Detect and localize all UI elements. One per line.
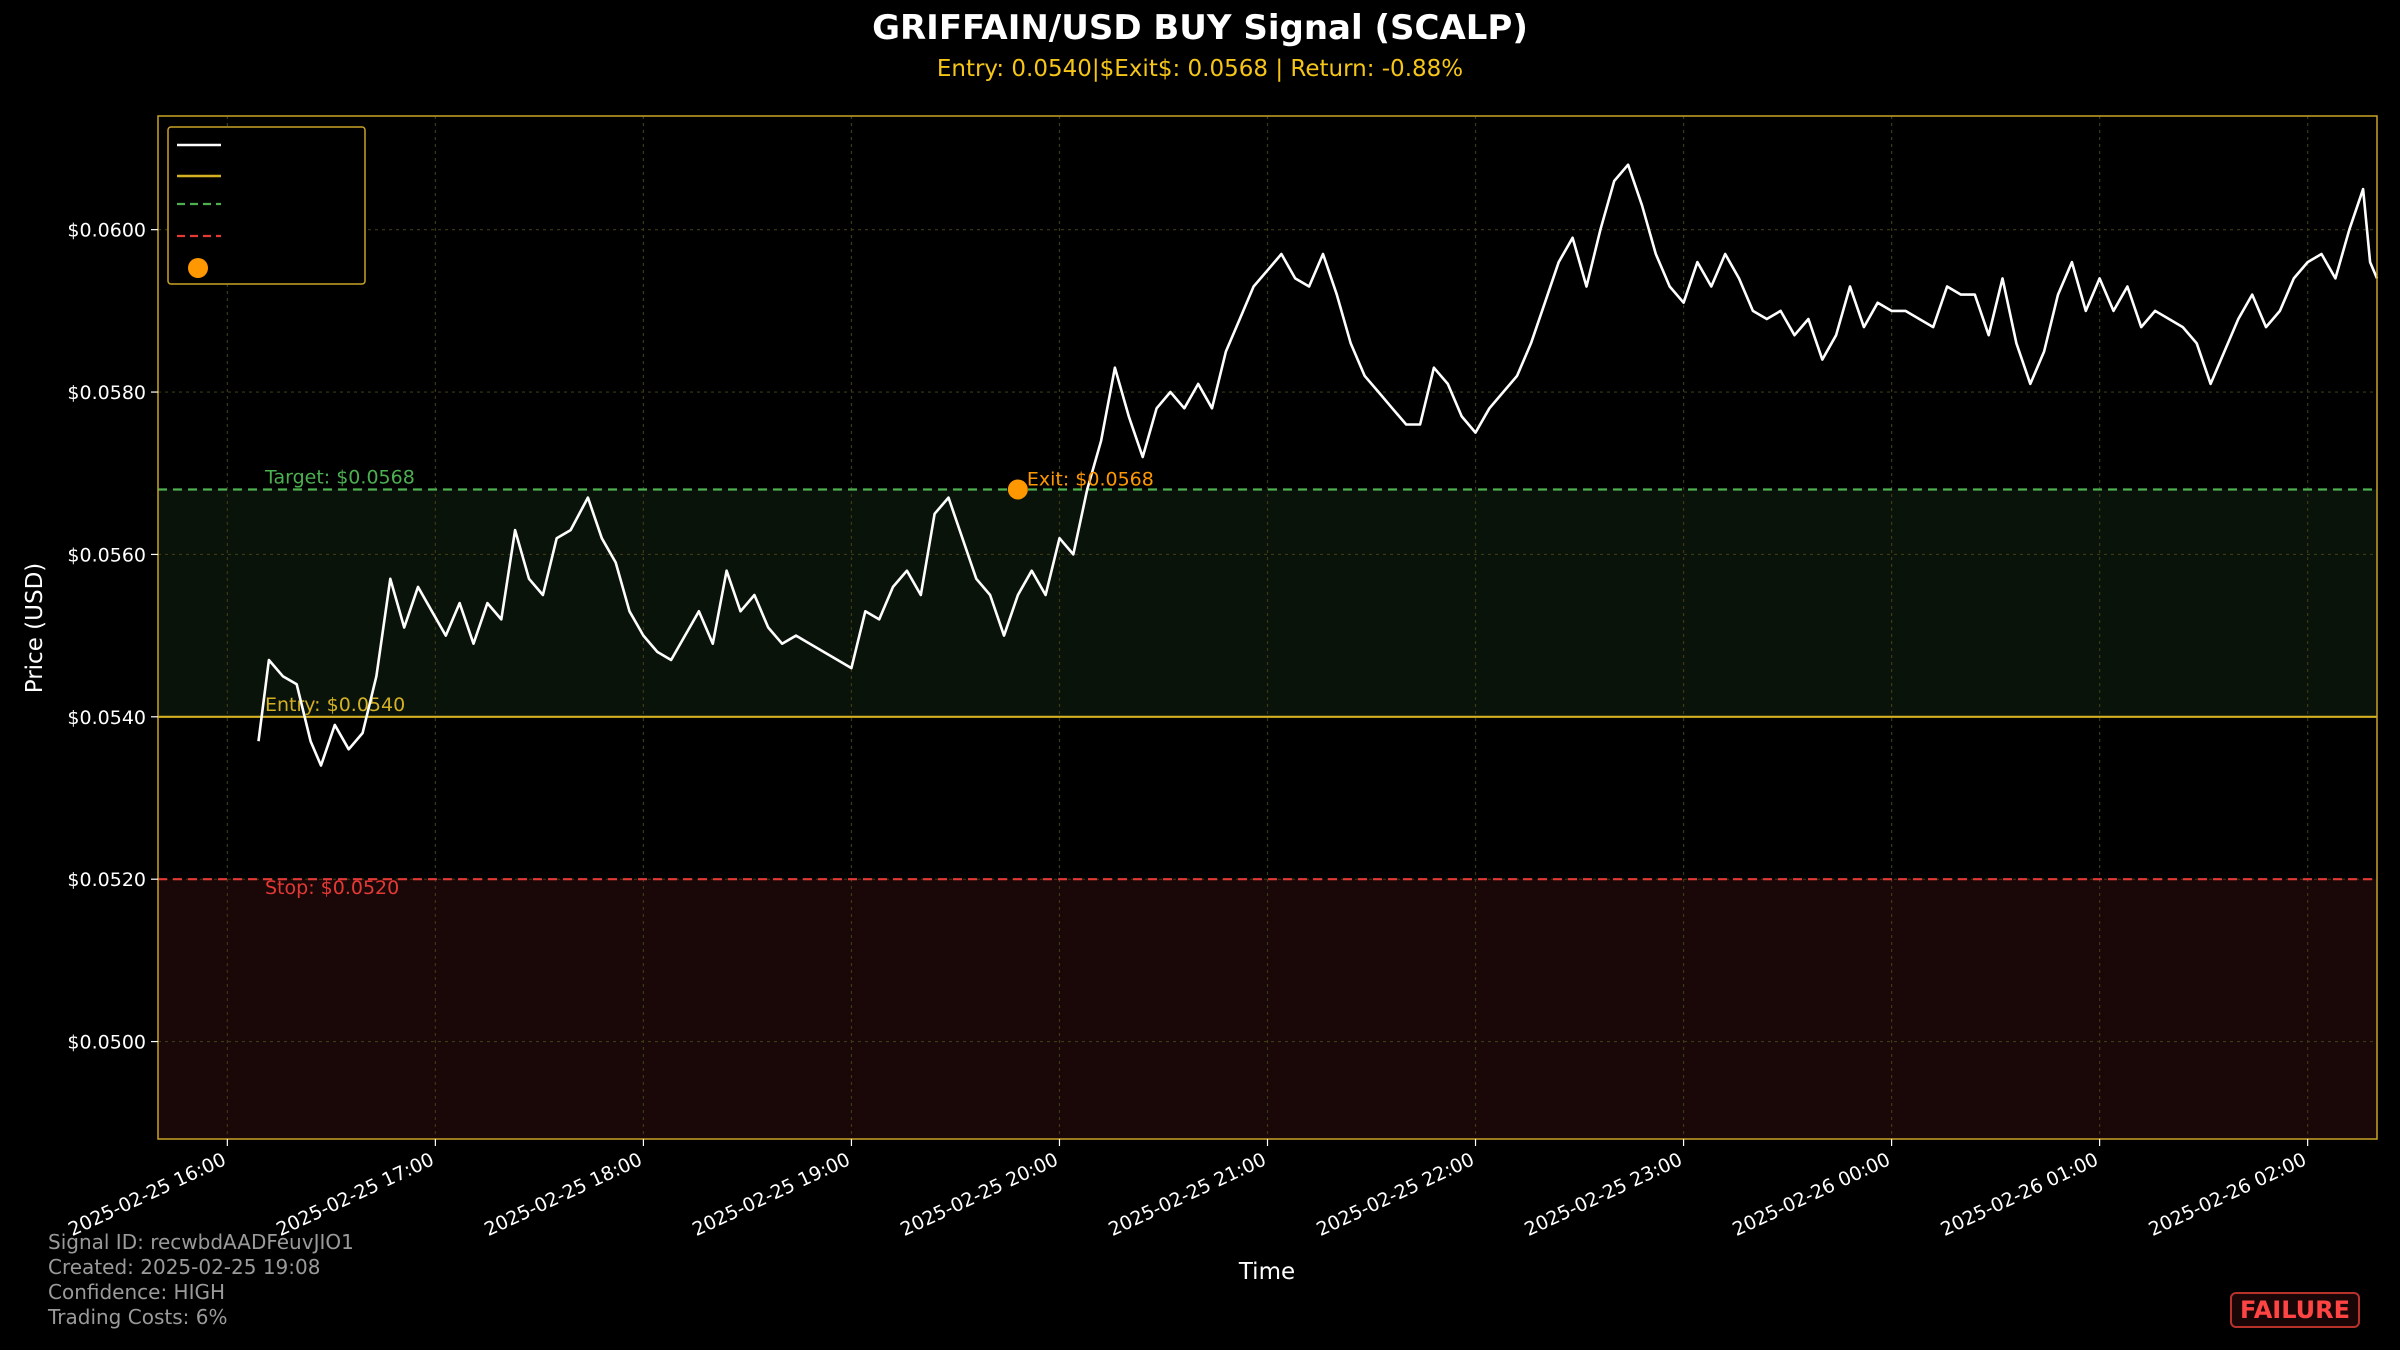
exit-marker	[1007, 479, 1028, 500]
exit-marker-group: Exit: $0.0568	[1007, 468, 1154, 500]
y-tick-label: $0.0560	[67, 544, 146, 566]
x-tick-label: 2025-02-25 20:00	[897, 1149, 1061, 1241]
target-label: Target: $0.0568	[264, 466, 415, 488]
confidence: Confidence: HIGH	[48, 1280, 226, 1304]
chart-subtitle: Entry: 0.0540|$Exit$: 0.0568 | Return: -…	[936, 56, 1464, 82]
exit-label: Exit: $0.0568	[1027, 468, 1154, 490]
x-tick-label: 2025-02-25 17:00	[273, 1149, 437, 1241]
y-tick-label: $0.0540	[67, 707, 146, 729]
legend-box	[167, 126, 366, 285]
x-tick-label: 2025-02-26 00:00	[1729, 1149, 1893, 1241]
y-axis: $0.0500 $0.0520 $0.0540 $0.0560 $0.0580 $0.06…	[67, 220, 158, 1054]
stop-zone	[158, 879, 2377, 1139]
legend-swatch-exit	[188, 258, 208, 278]
x-tick-label: 2025-02-25 21:00	[1105, 1149, 1269, 1241]
entry-label: Entry: $0.0540	[265, 694, 405, 716]
x-tick-label: 2025-02-26 02:00	[2145, 1149, 2309, 1241]
signal-info: Signal ID: recwbdAADFeuvJIO1 Created: 20…	[48, 1230, 354, 1330]
y-tick-label: $0.0520	[67, 869, 146, 891]
x-axis-label: Time	[1238, 1259, 1295, 1285]
x-tick-label: 2025-02-25 23:00	[1521, 1149, 1685, 1241]
price-line	[257, 163, 2379, 767]
price-series	[257, 163, 2379, 767]
y-tick-label: $0.0600	[67, 220, 146, 242]
y-tick-label: $0.0580	[67, 382, 146, 404]
legend	[167, 126, 366, 285]
x-tick-label: 2025-02-25 18:00	[481, 1149, 645, 1241]
level-lines: Target: $0.0568 Entry: $0.0540 Stop: $0.05…	[158, 466, 2377, 899]
created-date: Created: 2025-02-25 19:08	[48, 1255, 321, 1279]
x-tick-label: 2025-02-25 22:00	[1313, 1149, 1477, 1241]
x-tick-label: 2025-02-25 19:00	[689, 1149, 853, 1241]
x-tick-label: 2025-02-25 16:00	[65, 1149, 229, 1241]
y-axis-label: Price (USD)	[22, 563, 48, 694]
y-tick-label: $0.0500	[67, 1032, 146, 1054]
x-axis: 2025-02-25 16:00 2025-02-25 17:00 2025-02-…	[65, 1139, 2310, 1241]
chart-title: GRIFFAIN/USD BUY Signal (SCALP)	[872, 8, 1528, 48]
signal-id: Signal ID: recwbdAADFeuvJIO1	[48, 1230, 354, 1254]
x-tick-label: 2025-02-26 01:00	[1937, 1149, 2101, 1241]
trading-costs: Trading Costs: 6%	[48, 1305, 228, 1329]
stop-label: Stop: $0.0520	[265, 877, 399, 899]
status-badge: FAILURE	[2230, 1292, 2360, 1328]
